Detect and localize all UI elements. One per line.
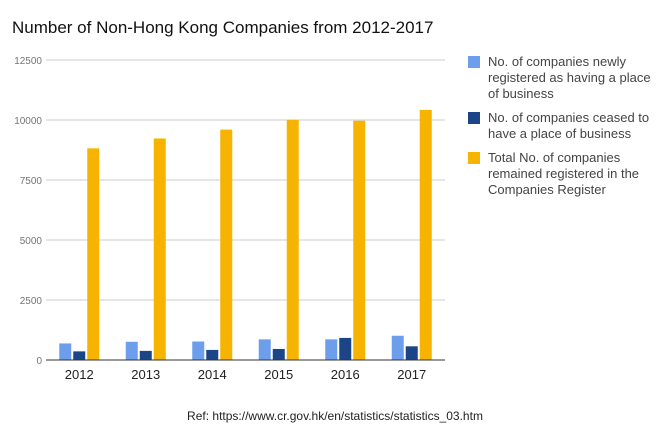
x-tick-label: 2012 [65, 367, 94, 382]
legend-swatch-total [468, 152, 480, 164]
chart-title: Number of Non-Hong Kong Companies from 2… [12, 18, 434, 37]
legend-label: No. of companies ceased to have a place … [488, 110, 650, 141]
x-tick-label: 2015 [264, 367, 293, 382]
bar-2014-series-3 [220, 129, 233, 360]
bar-2013-series-1 [125, 341, 138, 360]
bar-2012-series-2 [73, 351, 86, 360]
y-tick-label: 7500 [20, 176, 43, 187]
y-tick-label: 2500 [20, 296, 43, 307]
x-tick-label: 2017 [397, 367, 426, 382]
legend: No. of companies newly registered as hav… [468, 54, 668, 206]
bar-2013-series-3 [153, 138, 166, 360]
bar-2014-series-2 [206, 349, 219, 360]
bar-2017-series-3 [419, 109, 432, 360]
x-axis-tick-labels: 2012 2013 2014 2015 2016 2017 [65, 367, 426, 382]
x-tick-label: 2016 [331, 367, 360, 382]
bar-2017-series-1 [391, 335, 404, 360]
bar-2015-series-2 [272, 348, 285, 360]
legend-label: No. of companies newly registered as hav… [488, 54, 651, 101]
y-tick-label: 12500 [14, 56, 42, 67]
y-tick-label: 5000 [20, 236, 43, 247]
y-tick-label: 0 [36, 356, 42, 367]
legend-item-ceased: No. of companies ceased to have a place … [468, 110, 668, 142]
legend-swatch-newly-registered [468, 56, 480, 68]
gridlines [46, 59, 445, 301]
bar-2015-series-1 [258, 339, 271, 360]
bar-2013-series-2 [139, 350, 152, 360]
bar-2016-series-1 [325, 339, 338, 360]
bar-2015-series-3 [286, 119, 299, 360]
bar-2016-series-2 [339, 337, 352, 360]
bar-2014-series-1 [192, 341, 205, 360]
x-tick-label: 2014 [198, 367, 227, 382]
legend-item-newly-registered: No. of companies newly registered as hav… [468, 54, 668, 102]
bar-2012-series-3 [87, 148, 100, 360]
bar-2016-series-3 [353, 120, 366, 360]
bar-2017-series-2 [405, 346, 418, 360]
y-tick-label: 10000 [14, 116, 42, 127]
legend-item-total: Total No. of companies remained register… [468, 150, 668, 198]
legend-swatch-ceased [468, 112, 480, 124]
reference-note: Ref: https://www.cr.gov.hk/en/statistics… [187, 409, 483, 423]
y-axis-tick-labels: 0 2500 5000 7500 10000 12500 [14, 56, 42, 367]
bars [59, 109, 432, 360]
x-tick-label: 2013 [131, 367, 160, 382]
bar-2012-series-1 [59, 343, 72, 360]
legend-label: Total No. of companies remained register… [488, 150, 640, 197]
